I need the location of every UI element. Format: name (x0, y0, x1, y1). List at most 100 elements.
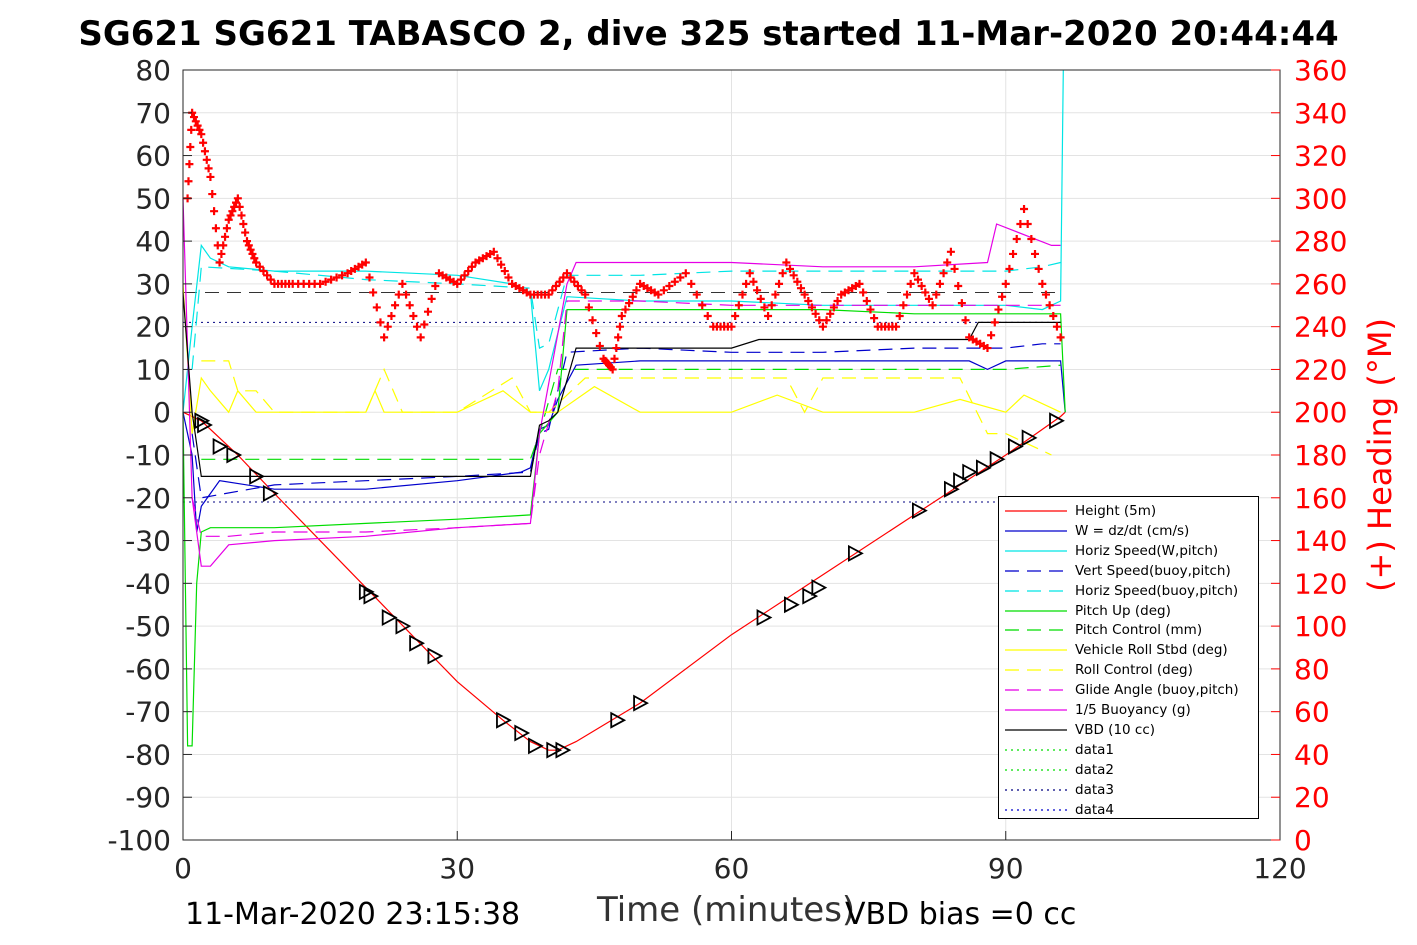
heading-marker (327, 275, 336, 284)
heading-marker (246, 245, 255, 254)
heading-marker (186, 143, 195, 151)
x-tick-label: 90 (988, 852, 1024, 885)
y2-tick-label: 160 (1294, 482, 1347, 515)
heading-markers (183, 108, 1065, 374)
y-tick-label: 30 (135, 268, 171, 301)
heading-marker (990, 318, 999, 327)
heading-marker (184, 177, 193, 186)
heading-marker (818, 322, 827, 331)
legend-swatch (1005, 808, 1067, 811)
heading-marker (372, 303, 381, 312)
legend-label: W = dz/dt (cm/s) (1075, 522, 1190, 539)
heading-marker (745, 269, 754, 278)
heading-marker (670, 277, 679, 286)
legend-swatch (1005, 788, 1067, 791)
y-tick-label: -90 (125, 781, 171, 814)
heading-marker (383, 322, 392, 331)
heading-marker (551, 282, 560, 291)
heading-marker (1009, 249, 1018, 258)
depth-marker (381, 609, 398, 627)
legend-swatch (1005, 550, 1067, 552)
legend-swatch (1005, 649, 1067, 651)
legend-entry: W = dz/dt (cm/s) (999, 521, 1258, 541)
heading-marker (654, 290, 663, 299)
x-tick-label: 60 (714, 852, 750, 885)
heading-marker (228, 207, 237, 216)
depth-marker (496, 711, 512, 729)
heading-marker (983, 344, 992, 353)
y2-tick-label: 80 (1294, 653, 1330, 686)
heading-marker (742, 279, 751, 288)
depth-marker (555, 741, 572, 759)
footer-timestamp: 11-Mar-2020 23:15:38 (185, 897, 521, 932)
heading-marker (464, 267, 473, 276)
legend-label: Pitch Control (mm) (1075, 622, 1203, 639)
heading-marker (833, 297, 842, 305)
depth-marker (197, 416, 213, 434)
heading-marker (391, 301, 400, 310)
legend-label: VBD (10 cc) (1075, 721, 1156, 738)
heading-marker (796, 284, 805, 293)
y2-tick-label: 360 (1294, 54, 1347, 87)
heading-marker (566, 273, 575, 282)
depth-marker (962, 463, 979, 481)
heading-marker (200, 147, 209, 156)
footer-vbd-bias: VBD bias =0 cc (845, 897, 1077, 932)
heading-marker (767, 301, 776, 310)
legend-label: Horiz Speed(buoy,pitch) (1075, 582, 1239, 599)
legend-swatch (1005, 589, 1067, 592)
legend-label: 1/5 Buoyancy (g) (1075, 702, 1191, 718)
y2-tick-label: 320 (1294, 140, 1347, 173)
heading-marker (1045, 301, 1054, 310)
chart-title: SG621 SG621 TABASCO 2, dive 325 started … (78, 14, 1339, 54)
depth-markers (194, 412, 1065, 759)
heading-marker (493, 254, 502, 263)
legend-entry: data2 (999, 760, 1258, 780)
heading-marker (500, 267, 509, 276)
heading-marker (987, 331, 996, 340)
heading-marker (259, 267, 268, 276)
x-tick-label: 0 (174, 852, 192, 885)
heading-marker (950, 264, 959, 273)
depth-marker (409, 634, 426, 652)
heading-marker (924, 294, 933, 303)
legend-label: Roll Control (deg) (1075, 662, 1193, 679)
heading-marker (233, 194, 242, 203)
y2-tick-label: 300 (1294, 182, 1347, 215)
heading-marker (1041, 290, 1050, 299)
heading-marker (573, 282, 582, 291)
heading-marker (793, 277, 802, 286)
series-line-4 (191, 261, 1061, 370)
heading-marker (855, 279, 864, 288)
heading-marker (961, 316, 970, 325)
legend-label: data4 (1075, 801, 1114, 818)
y-tick-label: 50 (135, 182, 171, 215)
depth-marker (363, 587, 380, 605)
y2-tick-label: 40 (1294, 738, 1330, 771)
y-tick-label: 60 (135, 140, 171, 173)
heading-marker (734, 301, 743, 310)
heading-marker (665, 282, 674, 291)
heading-marker (612, 344, 621, 353)
y2-tick-label: 120 (1294, 567, 1347, 600)
heading-marker (570, 277, 579, 286)
legend-entry: 1/5 Buoyancy (g) (999, 700, 1258, 720)
heading-marker (215, 258, 224, 267)
heading-marker (224, 215, 233, 224)
legend-swatch (1005, 669, 1067, 671)
y-tick-label: 0 (153, 396, 171, 429)
legend-swatch (1005, 510, 1067, 512)
x-tick-label: 30 (439, 852, 475, 885)
series-line-3 (191, 343, 1061, 499)
heading-marker (431, 282, 440, 291)
heading-marker (687, 279, 696, 288)
heading-marker (252, 258, 261, 267)
y2-tick-label: 60 (1294, 696, 1330, 729)
heading-marker (928, 301, 937, 310)
heading-marker (489, 247, 498, 256)
y-tick-label: 70 (135, 97, 171, 130)
heading-marker (394, 290, 403, 299)
y-tick-label: -100 (107, 824, 171, 857)
heading-marker (659, 286, 668, 295)
heading-marker (800, 290, 809, 299)
